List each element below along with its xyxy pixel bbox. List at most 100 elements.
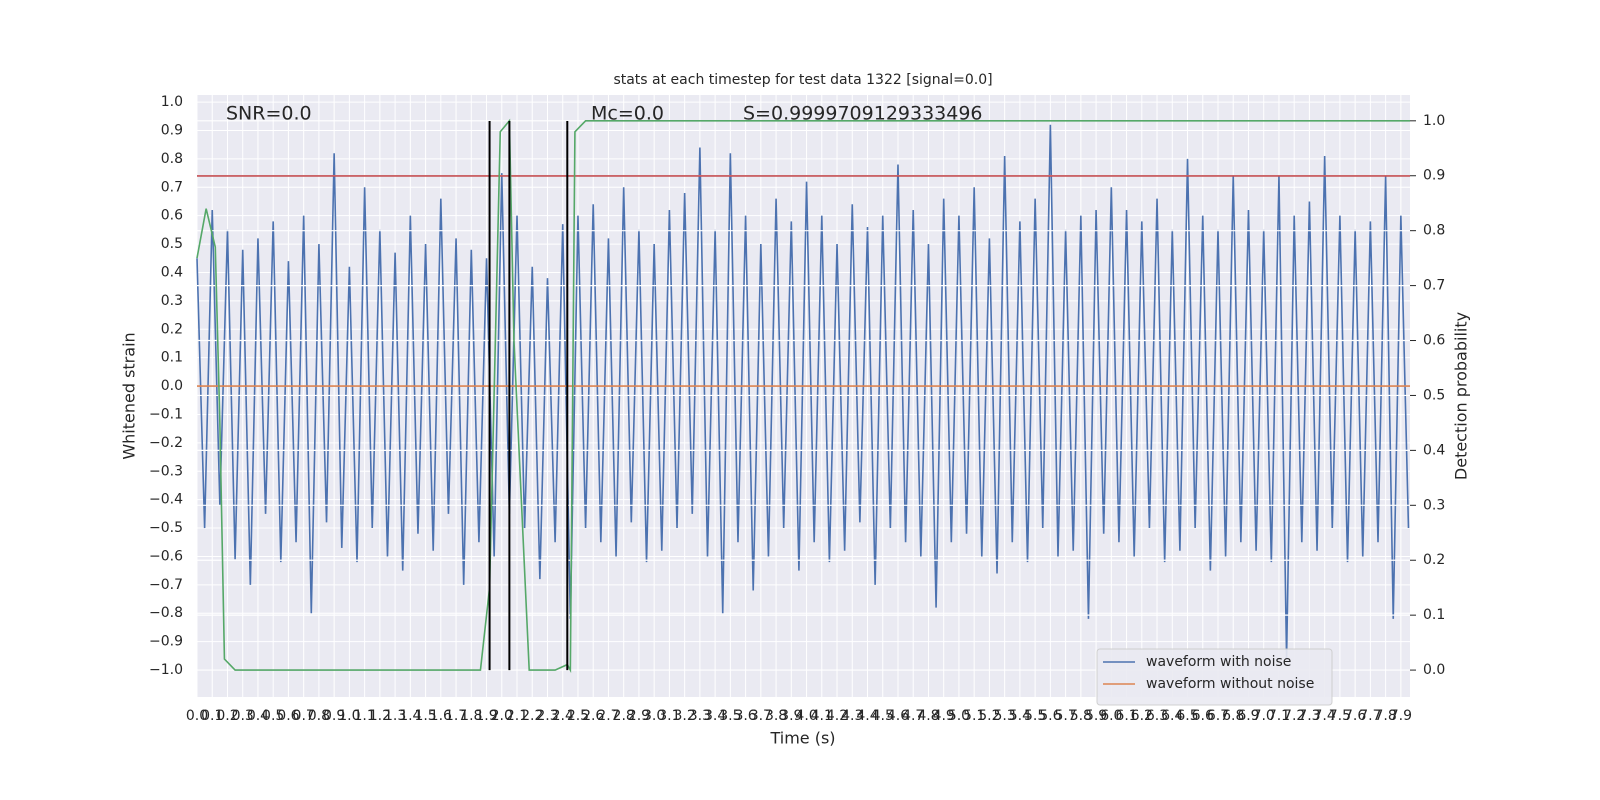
x-tick-label: 4.9 (933, 708, 955, 724)
x-tick-label: 2.0 (491, 708, 513, 724)
x-tick-label: 1.5 (414, 708, 436, 724)
x-tick-label: 5.3 (994, 708, 1016, 724)
x-tick-label: 0.2 (216, 708, 238, 724)
legend-label: waveform without noise (1146, 676, 1314, 692)
y-tick-label: 1.0 (161, 94, 183, 110)
x-tick-label: 7.9 (1390, 708, 1412, 724)
y2-tick-label: 0.7 (1423, 278, 1445, 294)
x-tick-label: 0.7 (293, 708, 315, 724)
x-tick-label: 4.6 (887, 708, 909, 724)
y-tick-label: 0.2 (161, 321, 183, 337)
x-tick-label: 1.7 (445, 708, 467, 724)
x-tick-label: 7.8 (1374, 708, 1396, 724)
x-tick-label: 1.4 (399, 708, 421, 724)
x-tick-label: 6.1 (1115, 708, 1137, 724)
y2-tick-label: 1.0 (1423, 113, 1445, 129)
y-tick-label: 0.1 (161, 350, 183, 366)
x-tick-label: 6.8 (1222, 708, 1244, 724)
y-tick-label: 0.0 (161, 378, 183, 394)
y-tick-label: 0.9 (161, 122, 183, 138)
x-tick-label: 0.1 (201, 708, 223, 724)
x-tick-label: 4.7 (902, 708, 924, 724)
x-tick-label: 1.8 (460, 708, 482, 724)
x-tick-label: 4.3 (841, 708, 863, 724)
y-tick-label: 0.5 (161, 236, 183, 252)
x-tick-label: 1.2 (369, 708, 391, 724)
y2-axis-label: Detection probability (1452, 312, 1471, 480)
x-tick-label: 5.9 (1085, 708, 1107, 724)
x-tick-label: 6.2 (1131, 708, 1153, 724)
y-tick-label: 0.6 (161, 208, 183, 224)
y2-tick-label: 0.1 (1423, 607, 1445, 623)
x-tick-label: 0.6 (277, 708, 299, 724)
x-tick-label: 0.8 (308, 708, 330, 724)
x-tick-label: 6.9 (1237, 708, 1259, 724)
x-tick-label: 6.0 (1100, 708, 1122, 724)
y-tick-label: −0.7 (149, 577, 183, 593)
x-tick-label: 1.1 (353, 708, 375, 724)
y2-tick-label: 0.8 (1423, 223, 1445, 239)
x-tick-label: 7.6 (1344, 708, 1366, 724)
x-tick-label: 3.5 (719, 708, 741, 724)
x-tick-label: 3.0 (643, 708, 665, 724)
x-tick-label: 3.1 (658, 708, 680, 724)
x-tick-label: 3.2 (674, 708, 696, 724)
y-tick-label: 0.3 (161, 293, 183, 309)
y-tick-label: −0.4 (149, 492, 183, 508)
y-tick-label: 0.4 (161, 264, 183, 280)
y2-tick-label: 0.5 (1423, 387, 1445, 403)
x-tick-label: 7.5 (1329, 708, 1351, 724)
x-tick-label: 7.7 (1359, 708, 1381, 724)
x-tick-label: 2.3 (536, 708, 558, 724)
x-tick-label: 3.7 (750, 708, 772, 724)
x-tick-label: 7.0 (1253, 708, 1275, 724)
x-tick-label: 0.5 (262, 708, 284, 724)
x-tick-label: 7.4 (1314, 708, 1336, 724)
x-tick-label: 2.7 (597, 708, 619, 724)
x-tick-label: 6.6 (1192, 708, 1214, 724)
x-tick-label: 6.3 (1146, 708, 1168, 724)
x-tick-label: 0.9 (323, 708, 345, 724)
legend-box (1096, 648, 1333, 706)
x-tick-label: 3.6 (734, 708, 756, 724)
y-axis-label: Whitened strain (120, 332, 139, 459)
x-tick-label: 1.3 (384, 708, 406, 724)
x-tick-label: 2.2 (521, 708, 543, 724)
chart-title: stats at each timestep for test data 132… (613, 72, 992, 88)
annotation: Mc=0.0 (591, 103, 664, 125)
x-tick-label: 3.8 (765, 708, 787, 724)
y2-tick-label: 0.2 (1423, 552, 1445, 568)
x-tick-label: 5.6 (1039, 708, 1061, 724)
x-tick-label: 5.1 (963, 708, 985, 724)
x-tick-label: 7.2 (1283, 708, 1305, 724)
x-tick-label: 2.1 (506, 708, 528, 724)
x-tick-label: 5.2 (978, 708, 1000, 724)
x-tick-label: 4.5 (872, 708, 894, 724)
x-tick-label: 1.6 (430, 708, 452, 724)
x-tick-label: 4.8 (917, 708, 939, 724)
x-tick-label: 7.3 (1298, 708, 1320, 724)
y-tick-label: 0.8 (161, 151, 183, 167)
x-axis-label: Time (s) (769, 729, 835, 748)
y2-tick-label: 0.0 (1423, 662, 1445, 678)
x-tick-label: 5.4 (1009, 708, 1031, 724)
y-tick-label: −0.6 (149, 548, 183, 564)
x-tick-label: 0.0 (186, 708, 208, 724)
x-tick-label: 4.2 (826, 708, 848, 724)
y2-tick-label: 0.6 (1423, 333, 1445, 349)
y-tick-label: −0.2 (149, 435, 183, 451)
y-tick-label: −0.5 (149, 520, 183, 536)
x-tick-label: 0.4 (247, 708, 269, 724)
x-tick-label: 0.3 (232, 708, 254, 724)
x-tick-label: 6.5 (1176, 708, 1198, 724)
annotation: S=0.9999709129333496 (743, 103, 983, 125)
x-tick-label: 3.4 (704, 708, 726, 724)
x-tick-label: 4.4 (856, 708, 878, 724)
x-tick-label: 5.7 (1054, 708, 1076, 724)
y-tick-label: −1.0 (149, 662, 183, 678)
x-tick-label: 4.0 (795, 708, 817, 724)
x-tick-label: 5.0 (948, 708, 970, 724)
x-tick-label: 5.8 (1070, 708, 1092, 724)
series-line (196, 118, 1410, 674)
